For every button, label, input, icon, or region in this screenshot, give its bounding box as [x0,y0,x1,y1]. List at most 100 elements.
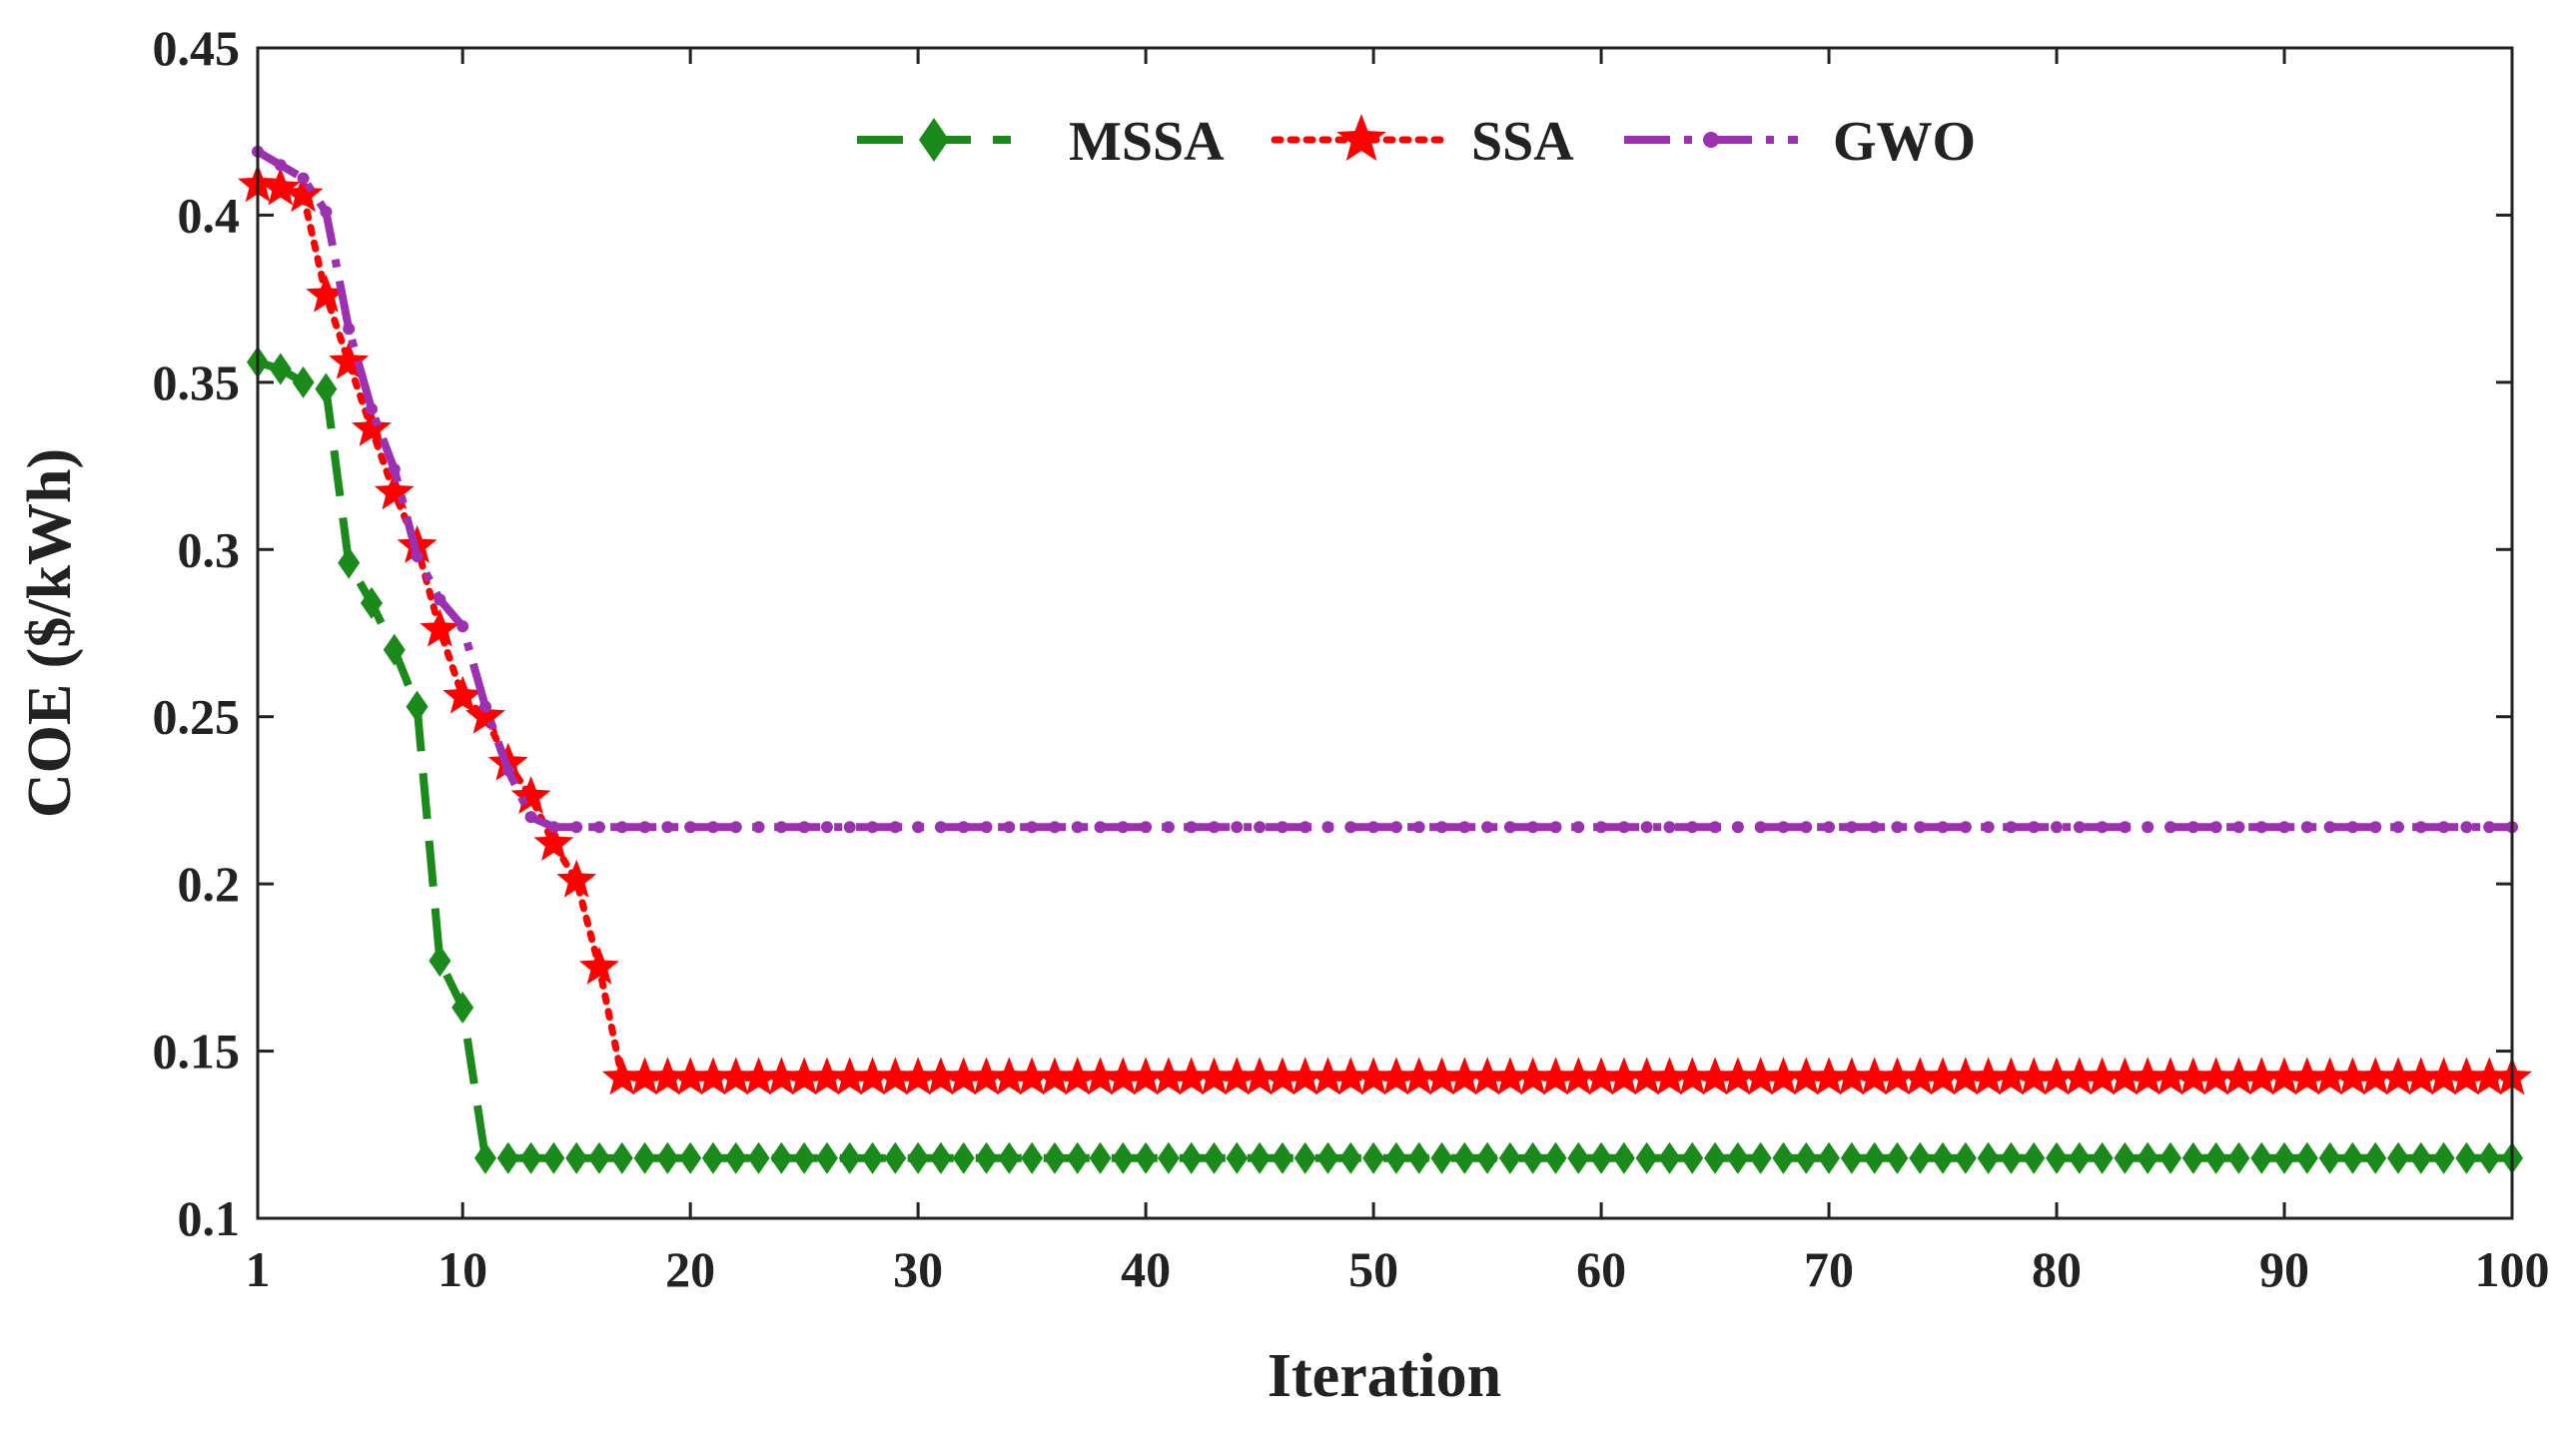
x-axis-title: Iteration [1268,1342,1501,1410]
data-point-gwo [980,821,993,834]
data-point-gwo [912,821,925,834]
data-point-gwo [1503,821,1516,834]
data-point-mssa [496,1141,519,1174]
legend-item-ssa: SSA [1271,111,1574,173]
data-point-gwo [1572,821,1585,834]
data-point-ssa [510,776,551,815]
legend-marker [919,118,949,162]
data-point-gwo [1208,821,1221,834]
data-point-gwo [2369,821,2382,834]
data-point-ssa [1695,1057,1735,1095]
data-point-gwo [1754,821,1767,834]
data-point-ssa [1057,1057,1098,1095]
data-point-mssa [1339,1141,1362,1174]
data-point-ssa [1900,1057,1941,1095]
data-point-ssa [807,1057,847,1095]
data-point-ssa [2241,1057,2282,1095]
data-point-gwo [1709,821,1722,834]
data-point-ssa [374,471,415,510]
data-point-mssa [2409,1141,2432,1174]
data-point-gwo [2460,821,2473,834]
data-point-mssa [1498,1141,1521,1174]
data-point-ssa [1126,1057,1167,1095]
data-point-ssa [624,1057,665,1095]
data-point-mssa [815,1141,838,1174]
data-point-mssa [2159,1141,2182,1174]
data-point-ssa [2218,1057,2259,1095]
data-point-ssa [1649,1057,1690,1095]
data-point-gwo [2414,821,2427,834]
data-point-ssa [989,1057,1030,1095]
data-point-ssa [829,1057,870,1095]
data-point-gwo [1549,821,1562,834]
data-point-ssa [2172,1057,2213,1095]
data-point-gwo [1595,821,1608,834]
data-point-ssa [2332,1057,2373,1095]
y-tick-label: 0.3 [178,521,241,577]
data-point-ssa [420,608,460,647]
data-point-ssa [898,1057,939,1095]
data-point-mssa [1316,1141,1339,1174]
data-point-ssa [260,167,301,206]
data-point-mssa [2364,1141,2387,1174]
data-point-ssa [2309,1057,2350,1095]
data-point-ssa [2423,1057,2464,1095]
data-point-gwo [1389,821,1402,834]
data-point-gwo [661,821,674,834]
data-point-mssa [451,992,474,1025]
x-tick-label: 60 [1576,1241,1626,1297]
x-tick-label: 50 [1348,1241,1398,1297]
data-point-mssa [861,1141,884,1174]
data-point-mssa [2046,1141,2069,1174]
data-point-ssa [1307,1057,1348,1095]
data-point-gwo [1458,821,1471,834]
data-point-gwo [1959,821,1972,834]
data-point-gwo [1185,821,1198,834]
data-point-ssa [647,1057,688,1095]
data-point-gwo [1481,821,1494,834]
data-point-mssa [1749,1141,1772,1174]
data-point-gwo [388,462,401,475]
data-point-ssa [2128,1057,2168,1095]
data-point-ssa [738,1057,779,1095]
data-point-mssa [2137,1141,2159,1174]
data-point-ssa [2286,1057,2327,1095]
data-point-gwo [456,620,469,633]
data-point-gwo [2164,821,2177,834]
data-point-gwo [547,821,560,834]
data-point-mssa [1089,1141,1112,1174]
y-tick-label: 0.25 [153,689,241,745]
data-point-ssa [715,1057,756,1095]
data-point-ssa [2014,1057,2055,1095]
data-point-mssa [998,1141,1021,1174]
data-point-gwo [1276,821,1288,834]
data-point-ssa [352,407,392,446]
data-point-mssa [1249,1141,1272,1174]
data-point-mssa [1658,1141,1681,1174]
data-point-mssa [770,1141,793,1174]
data-point-mssa [2478,1141,2501,1174]
data-point-ssa [465,695,505,734]
data-point-mssa [360,586,383,619]
data-point-mssa [2341,1141,2364,1174]
data-point-ssa [1035,1057,1075,1095]
data-point-mssa [1590,1141,1613,1174]
data-point-gwo [2392,821,2405,834]
data-point-mssa [1362,1141,1385,1174]
data-point-gwo [1640,821,1653,834]
data-point-gwo [752,821,765,834]
data-point-gwo [1321,821,1334,834]
data-point-mssa [2068,1141,2091,1174]
data-point-gwo [1071,821,1084,834]
data-point-ssa [329,341,370,379]
data-point-ssa [2264,1057,2304,1095]
data-point-mssa [2455,1141,2478,1174]
legend-marker [1703,132,1719,148]
data-point-mssa [542,1141,565,1174]
data-point-gwo [2323,821,2336,834]
data-point-mssa [587,1141,610,1174]
data-point-mssa [269,353,292,385]
data-point-ssa [2469,1057,2510,1095]
data-point-gwo [1162,821,1175,834]
data-point-ssa [943,1057,984,1095]
